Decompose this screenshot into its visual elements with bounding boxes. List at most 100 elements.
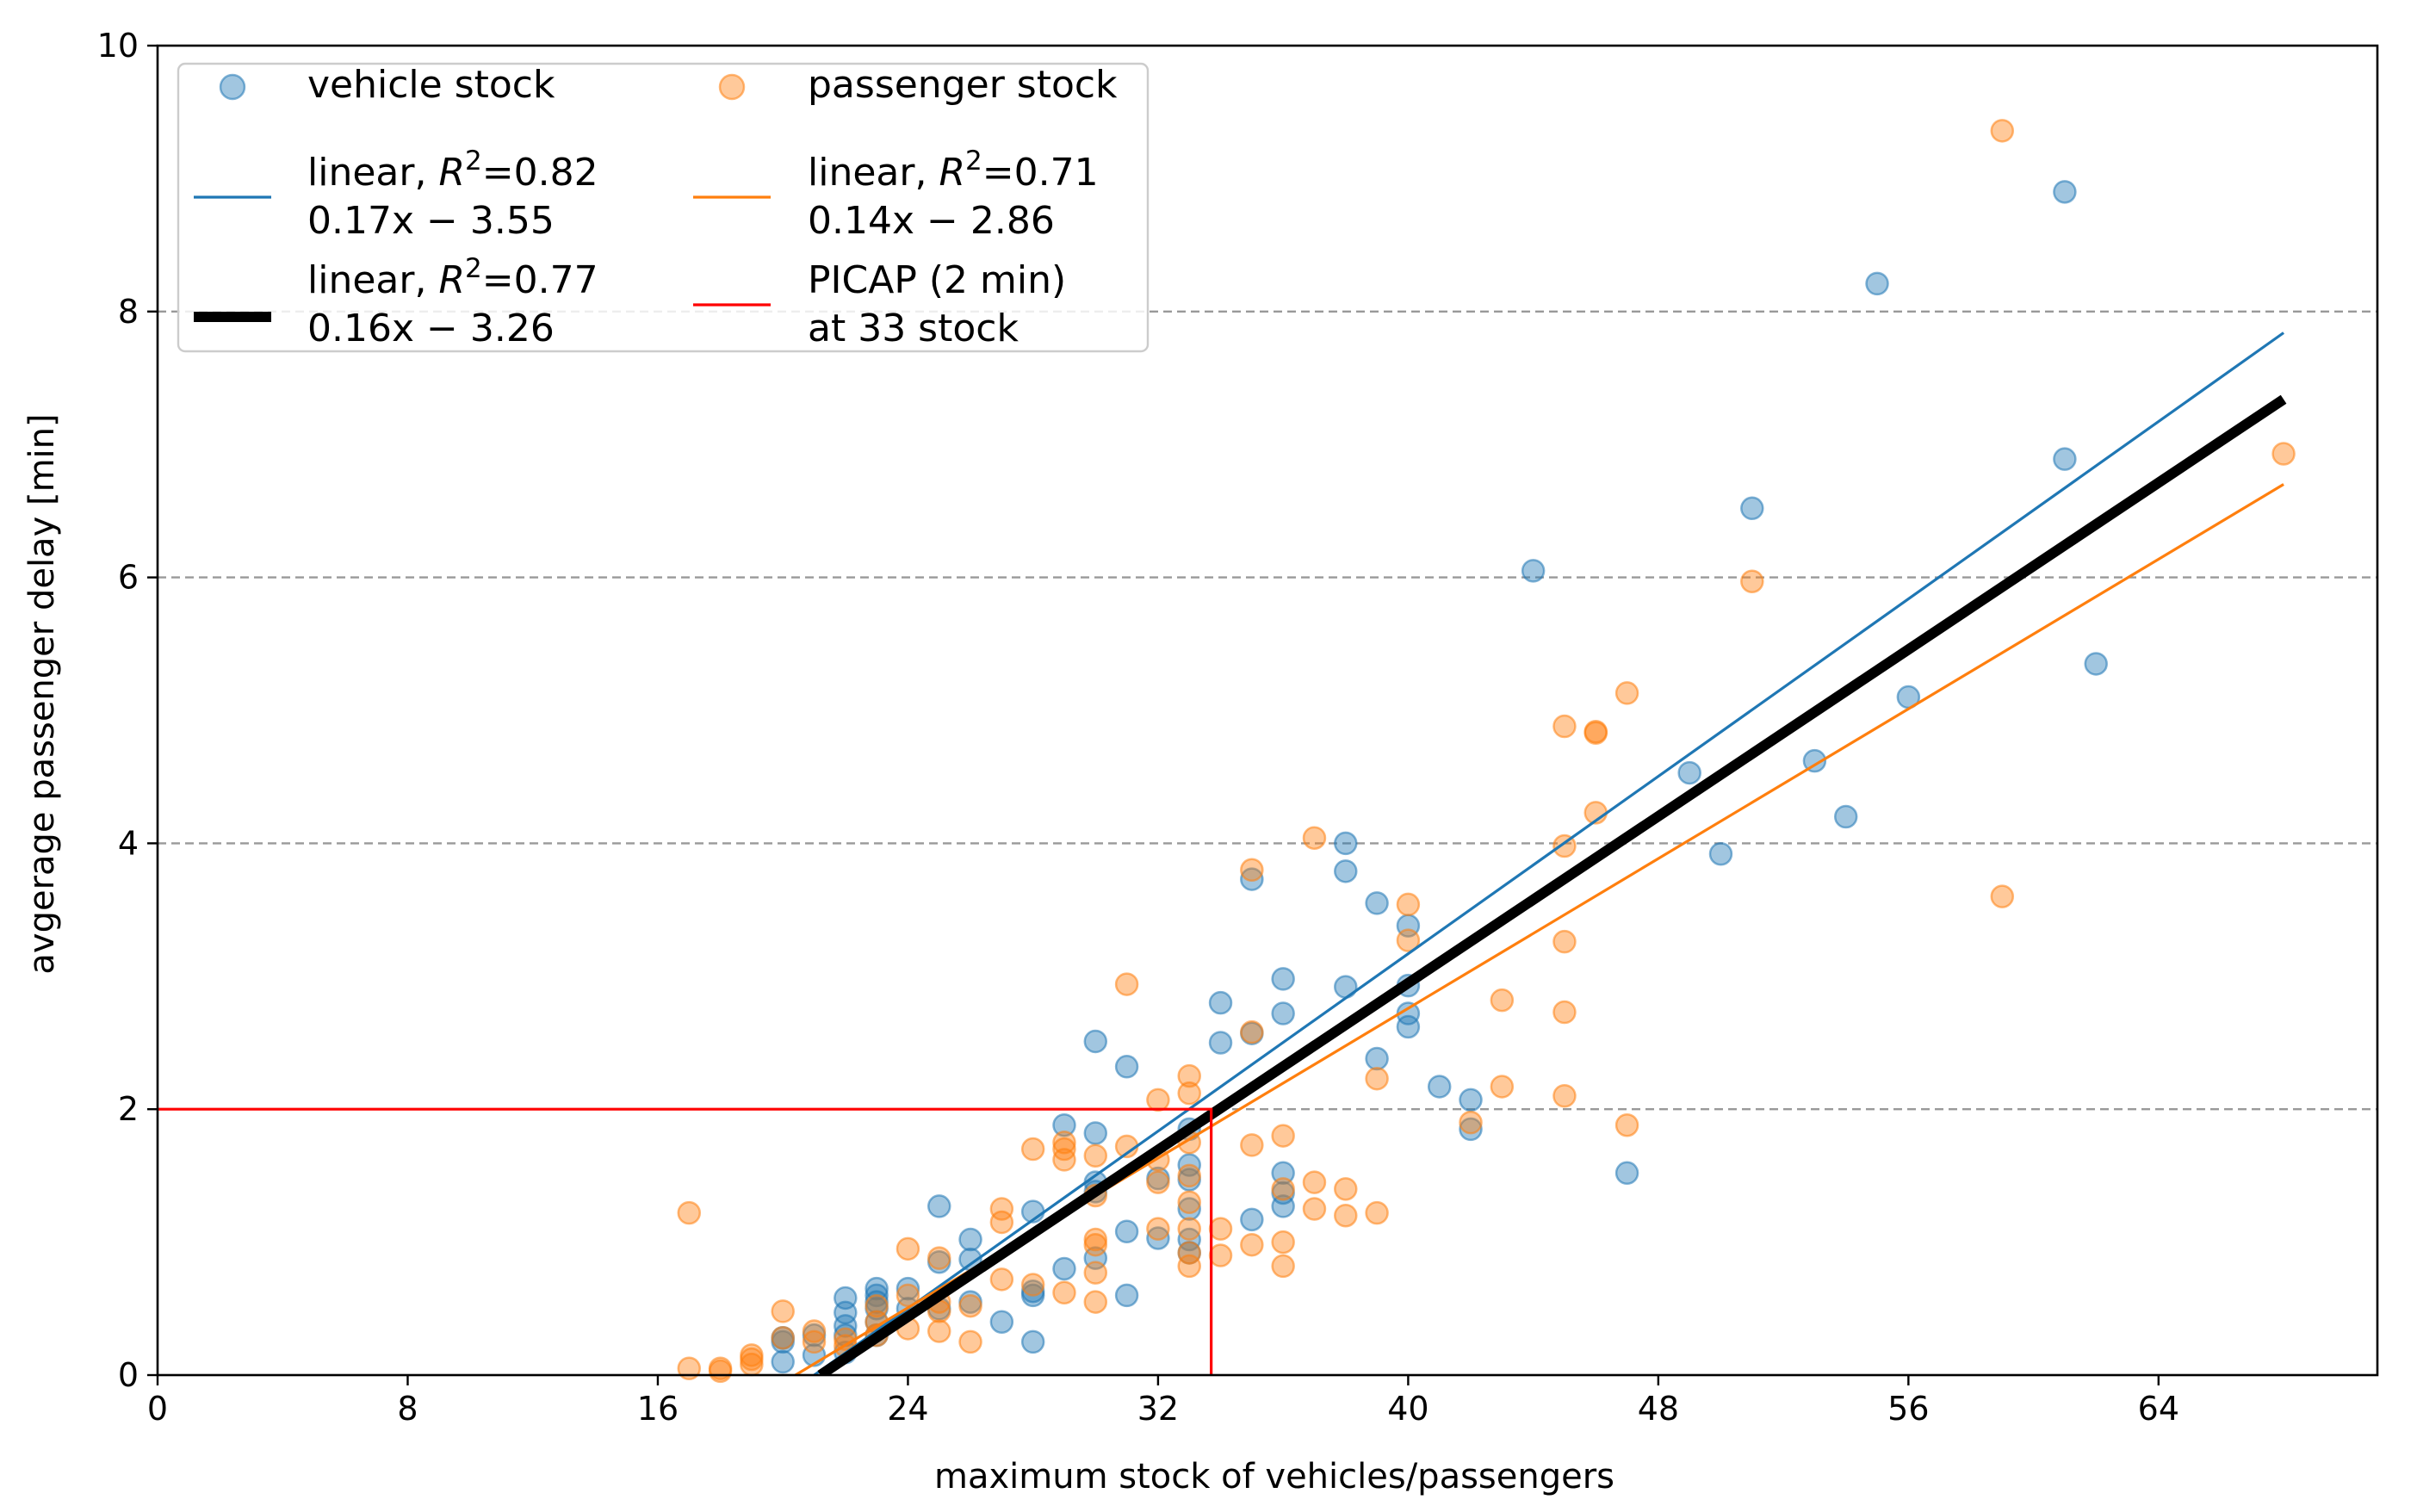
x-tick-label: 40	[1387, 1390, 1429, 1428]
data-point	[1020, 1329, 1045, 1354]
data-point	[1334, 1177, 1358, 1201]
data-point	[1208, 1243, 1233, 1267]
data-point	[1240, 867, 1264, 891]
data-point	[1052, 1280, 1076, 1305]
data-point	[1114, 1283, 1139, 1308]
legend-box	[177, 62, 1150, 353]
data-point	[1146, 1170, 1170, 1194]
data-point	[1396, 892, 1421, 917]
data-point	[2084, 652, 2108, 676]
legend-entry: vehicle stock	[219, 63, 555, 107]
legend-marker	[219, 73, 246, 101]
data-point	[1271, 1161, 1295, 1186]
data-point	[1740, 496, 1764, 521]
data-point	[1020, 1273, 1045, 1297]
data-point	[1552, 1084, 1577, 1108]
data-point	[1396, 1014, 1421, 1039]
data-point	[708, 1356, 733, 1381]
data-point	[896, 1283, 920, 1308]
legend-label-line1: PICAP (2 min)	[808, 258, 1066, 302]
data-point	[1583, 719, 1608, 744]
data-point	[1083, 1290, 1108, 1314]
data-point	[1677, 760, 1701, 785]
data-point	[1177, 1197, 1201, 1221]
data-point	[2271, 442, 2296, 466]
data-point	[1302, 826, 1327, 850]
data-point	[1083, 1143, 1108, 1168]
x-tick-label: 16	[637, 1390, 679, 1428]
plot-series	[158, 119, 2296, 1384]
data-point	[1240, 1207, 1264, 1232]
data-point	[1177, 1217, 1201, 1241]
data-point	[958, 1227, 982, 1252]
axes	[156, 44, 2379, 1377]
data-point	[677, 1200, 702, 1225]
data-point	[1302, 1197, 1327, 1221]
data-point	[958, 1293, 982, 1318]
data-point	[1177, 1241, 1201, 1265]
legend-label-line1: linear, R2=0.82	[307, 146, 598, 195]
series-passenger-stock	[677, 119, 2296, 1384]
legend-marker	[718, 73, 746, 101]
data-point	[1490, 1075, 1515, 1099]
data-point	[1302, 1170, 1327, 1194]
data-point	[927, 1194, 951, 1218]
data-point	[1208, 1031, 1233, 1055]
data-point	[1083, 1261, 1108, 1285]
data-point	[834, 1286, 858, 1311]
x-tick-label: 48	[1638, 1390, 1679, 1428]
data-point	[1802, 748, 1827, 773]
legend-label-line2: at 33 stock	[808, 307, 1019, 350]
data-point	[834, 1314, 858, 1338]
data-point	[1833, 804, 1858, 829]
data-point	[927, 1319, 951, 1343]
x-axis-label: maximum stock of vehicles/passengers	[934, 1457, 1614, 1497]
data-point	[1083, 1227, 1108, 1252]
data-point	[1271, 1230, 1295, 1255]
data-point	[1240, 1232, 1264, 1257]
data-point	[1146, 1088, 1170, 1112]
data-point	[1146, 1226, 1170, 1250]
data-point	[1396, 928, 1421, 952]
data-point	[989, 1310, 1014, 1334]
data-point	[896, 1236, 920, 1261]
data-point	[677, 1356, 702, 1381]
legend-entry: PICAP (2 min) at 33 stock	[693, 258, 1066, 350]
y-tick-label: 6	[118, 559, 139, 597]
y-tick-label: 2	[118, 1090, 139, 1128]
data-point	[1990, 884, 2015, 908]
data-point	[1052, 1256, 1076, 1281]
data-point	[1552, 1000, 1577, 1025]
data-point	[1240, 858, 1264, 883]
data-point	[2053, 447, 2077, 471]
data-point	[771, 1349, 795, 1374]
data-point	[1271, 1124, 1295, 1148]
data-point	[1708, 842, 1733, 866]
y-tick-label: 8	[118, 293, 139, 331]
legend-label-line2: 0.16x − 3.26	[307, 307, 555, 350]
data-point	[1334, 859, 1358, 883]
x-tick-label: 8	[397, 1390, 418, 1428]
y-tick-label: 0	[118, 1356, 139, 1394]
data-point	[1208, 1217, 1233, 1241]
data-point	[1052, 1112, 1076, 1137]
data-point	[1552, 929, 1577, 954]
legend-label-line2: 0.14x − 2.86	[808, 199, 1055, 243]
data-point	[1334, 1203, 1358, 1228]
data-point	[1865, 271, 1889, 296]
x-tick-label: 32	[1137, 1390, 1179, 1428]
data-point	[1459, 1117, 1483, 1142]
data-point	[1271, 1177, 1295, 1201]
series-line-picap	[158, 1107, 1213, 1375]
y-tick-label: 10	[97, 27, 139, 65]
data-point	[1020, 1279, 1045, 1304]
data-point	[1459, 1110, 1483, 1135]
data-point	[740, 1343, 764, 1367]
data-point	[1271, 1001, 1295, 1026]
series-line-vehicle-fit	[813, 332, 2284, 1375]
data-point	[1490, 988, 1515, 1013]
data-point	[1334, 831, 1358, 856]
data-point	[1177, 1190, 1201, 1215]
